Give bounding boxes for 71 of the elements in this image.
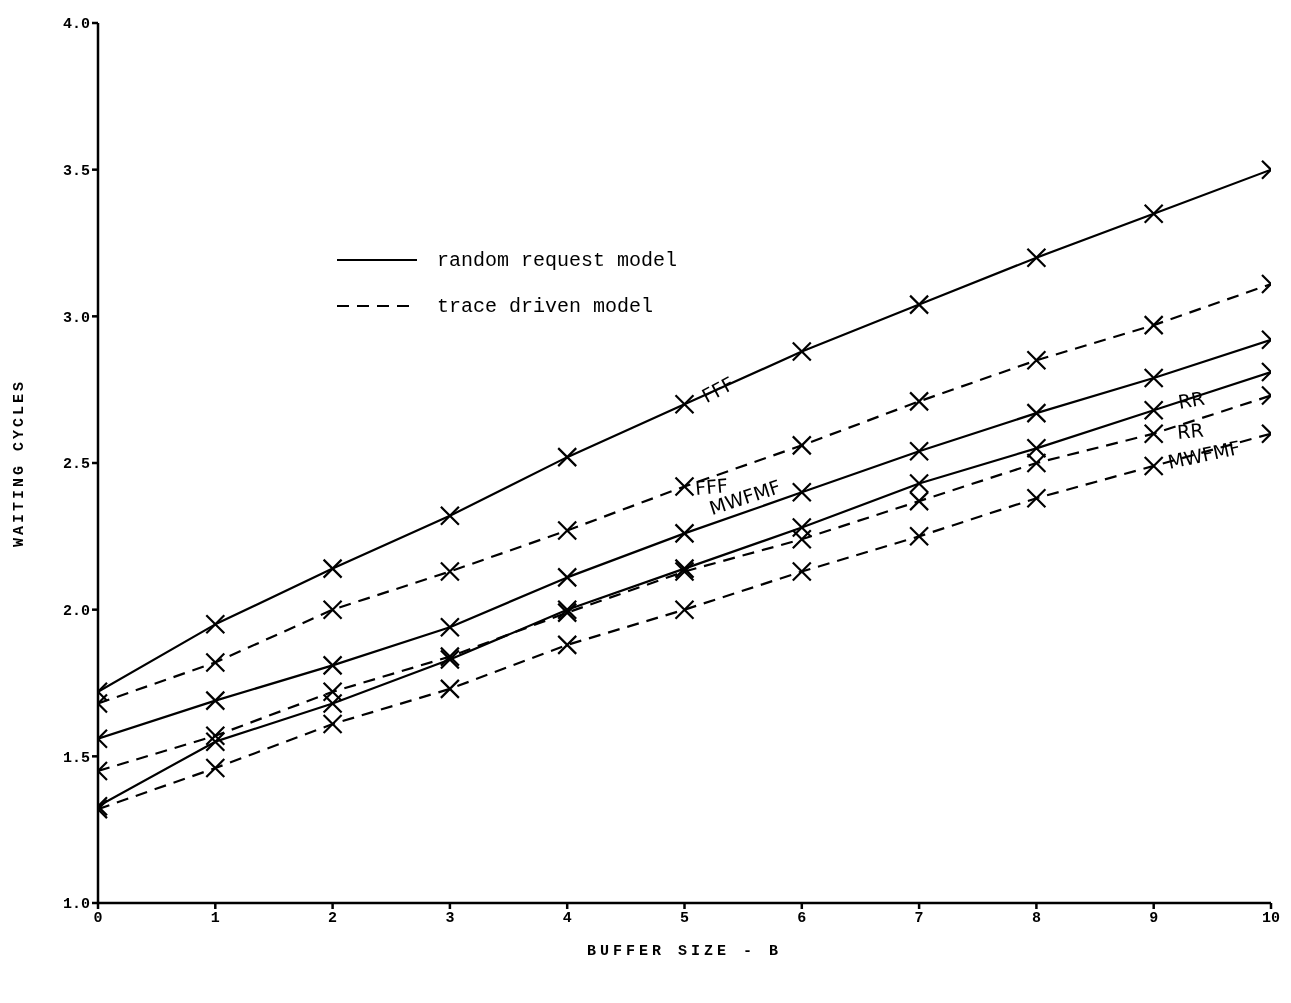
point <box>557 567 578 588</box>
point <box>909 491 930 512</box>
x-tick-label: 3 <box>445 909 455 927</box>
y-tick-label: 1.0 <box>62 896 90 914</box>
point <box>322 558 343 579</box>
point <box>1026 403 1047 424</box>
x-axis-title: BUFFER SIZE - B <box>586 943 783 960</box>
x-tick-label: 4 <box>562 909 572 927</box>
y-tick-label: 2.5 <box>62 456 90 474</box>
y-tick-label: 2.0 <box>62 602 90 620</box>
x-tick-label: 9 <box>1149 909 1159 927</box>
point <box>1026 452 1047 474</box>
point <box>674 523 695 544</box>
annotation: RR <box>1176 418 1205 443</box>
point <box>674 599 695 620</box>
point <box>909 294 930 315</box>
x-tick-label: 0 <box>93 909 103 927</box>
point <box>674 394 695 415</box>
point <box>557 447 578 468</box>
x-tick-label: 8 <box>1031 909 1041 927</box>
point <box>322 681 343 702</box>
point <box>1026 350 1047 371</box>
point <box>1143 367 1164 389</box>
point <box>557 634 578 655</box>
y-axis-title: WAITING CYCLES <box>11 378 29 548</box>
point <box>791 529 812 550</box>
point <box>205 757 226 779</box>
point <box>909 526 930 547</box>
point <box>439 678 460 699</box>
point <box>791 435 812 456</box>
point <box>1143 400 1164 421</box>
point <box>791 341 812 362</box>
x-tick-label: 1 <box>210 909 220 927</box>
point <box>909 473 930 494</box>
point <box>322 693 343 714</box>
point <box>205 652 226 673</box>
point <box>674 476 695 497</box>
point <box>322 713 343 735</box>
legend-label: random request model <box>437 248 678 272</box>
point <box>1026 438 1047 459</box>
y-tick-label: 3.5 <box>62 162 90 180</box>
x-tick-label: 2 <box>328 909 338 927</box>
x-tick-label: 5 <box>679 909 690 927</box>
y-tick-label: 1.5 <box>62 749 90 767</box>
point <box>322 599 343 620</box>
y-tick-label: 3.0 <box>62 309 90 327</box>
point <box>1143 315 1164 336</box>
x-tick-label: 6 <box>797 909 807 927</box>
point <box>205 731 226 752</box>
point <box>1026 488 1047 509</box>
point <box>791 517 812 538</box>
point <box>909 391 930 412</box>
point <box>205 614 226 635</box>
point <box>1143 423 1164 444</box>
point <box>322 655 343 676</box>
point <box>205 690 226 711</box>
point <box>557 520 578 541</box>
point <box>791 561 812 582</box>
point <box>791 482 812 503</box>
x-tick-label: 10 <box>1261 909 1281 927</box>
y-tick-label: 4.0 <box>62 16 90 34</box>
point <box>1026 247 1047 268</box>
point <box>1143 203 1164 224</box>
x-tick-label: 7 <box>914 909 924 927</box>
point <box>205 725 226 746</box>
point <box>1143 455 1164 477</box>
point <box>909 441 930 462</box>
legend-label: trace driven model <box>437 294 654 318</box>
point <box>439 561 460 582</box>
point <box>439 617 460 638</box>
point <box>439 505 460 526</box>
